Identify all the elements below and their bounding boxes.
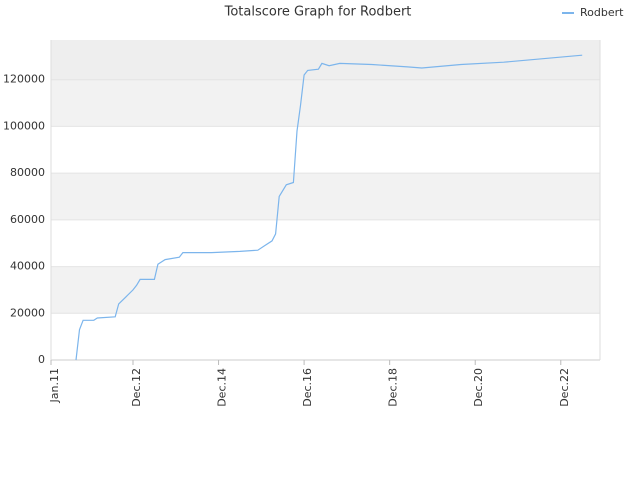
plot-band <box>51 173 600 220</box>
x-tick-label: Dec.16 <box>301 368 314 407</box>
x-tick-label: Dec.20 <box>472 368 485 407</box>
plot-band <box>51 313 600 360</box>
y-tick-label: 20000 <box>10 306 45 319</box>
y-tick-label: 0 <box>38 353 45 366</box>
x-tick-label: Dec.18 <box>387 368 400 407</box>
y-tick-label: 80000 <box>10 166 45 179</box>
x-tick-label: Jan.11 <box>48 368 61 403</box>
plot-band <box>51 266 600 314</box>
y-tick-label: 120000 <box>3 73 45 86</box>
x-tick-label: Dec.12 <box>130 368 143 407</box>
legend-label: Rodbert <box>580 6 624 19</box>
y-tick-label: 100000 <box>3 119 45 132</box>
plot-band <box>51 219 600 267</box>
y-tick-label: 60000 <box>10 213 45 226</box>
x-tick-label: Dec.22 <box>558 368 571 407</box>
y-tick-label: 40000 <box>10 260 45 273</box>
plot-band <box>51 126 600 174</box>
chart-title: Totalscore Graph for Rodbert <box>224 5 412 20</box>
plot-band <box>51 79 600 127</box>
x-tick-label: Dec.14 <box>216 368 229 407</box>
data-line <box>75 54 583 361</box>
